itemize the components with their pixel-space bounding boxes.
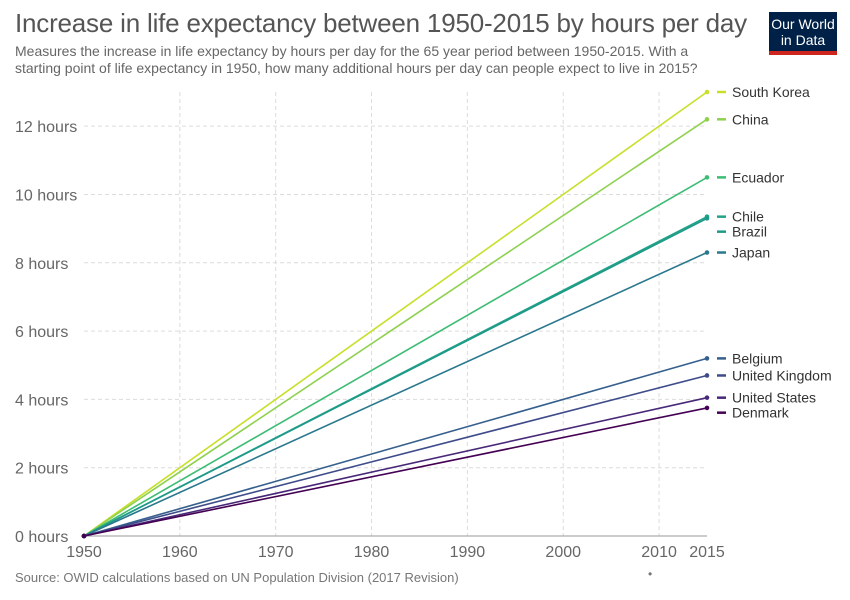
- series-label: South Korea: [732, 84, 810, 100]
- logo-line-1: Our World: [771, 16, 835, 32]
- footer-dot: •: [648, 567, 653, 581]
- series-point: [704, 395, 710, 400]
- source-note: Source: OWID calculations based on UN Po…: [15, 570, 459, 585]
- y-tick-label: 10 hours: [15, 187, 77, 204]
- x-tick-label: 1950: [66, 544, 102, 561]
- series-point: [704, 117, 710, 122]
- x-tick-label: 1990: [450, 544, 486, 561]
- series-line: [83, 396, 708, 537]
- series-label: Ecuador: [732, 169, 784, 185]
- series-line: [83, 176, 708, 537]
- y-tick-label: 6 hours: [15, 324, 68, 341]
- owid-logo[interactable]: Our World in Data: [769, 12, 837, 55]
- series-line: [83, 217, 708, 537]
- series-label: United Kingdom: [732, 367, 832, 383]
- series-point: [704, 373, 710, 378]
- series-label: Denmark: [732, 405, 790, 421]
- series-point: [704, 405, 710, 411]
- chart-subtitle: Measures the increase in life expectancy…: [15, 43, 698, 76]
- series-line: [83, 118, 708, 537]
- x-tick-label: 2000: [545, 544, 581, 561]
- series-line: [83, 407, 708, 537]
- series-point: [704, 216, 710, 221]
- series-label: Chile: [732, 209, 764, 225]
- series-line: [83, 251, 708, 537]
- series-line: [83, 374, 708, 537]
- series-label: Belgium: [732, 350, 783, 366]
- chart-title: Increase in life expectancy between 1950…: [15, 8, 747, 38]
- series-point: [704, 89, 710, 95]
- series-point: [704, 356, 710, 361]
- x-tick-label: 1980: [354, 544, 390, 561]
- x-tick-label: 1970: [258, 544, 294, 561]
- series-point: [704, 250, 710, 255]
- series-point: [81, 533, 87, 539]
- series-point: [704, 175, 710, 180]
- y-tick-label: 4 hours: [15, 392, 68, 409]
- y-tick-label: 2 hours: [15, 461, 68, 478]
- series-line: [83, 91, 708, 537]
- x-tick-label: 1960: [162, 544, 198, 561]
- series-line: [83, 357, 708, 537]
- x-tick-label: 2015: [689, 544, 725, 561]
- x-tick-label: 2010: [641, 544, 677, 561]
- logo-accent-bar: [769, 51, 837, 55]
- y-tick-label: 0 hours: [15, 529, 68, 546]
- series-label: Japan: [732, 245, 770, 261]
- series-label: United States: [732, 390, 816, 406]
- logo-line-2: in Data: [780, 32, 826, 48]
- y-tick-label: 8 hours: [15, 256, 68, 273]
- series-label: Brazil: [732, 224, 767, 240]
- y-tick-label: 12 hours: [15, 119, 77, 136]
- series-label: China: [732, 111, 769, 127]
